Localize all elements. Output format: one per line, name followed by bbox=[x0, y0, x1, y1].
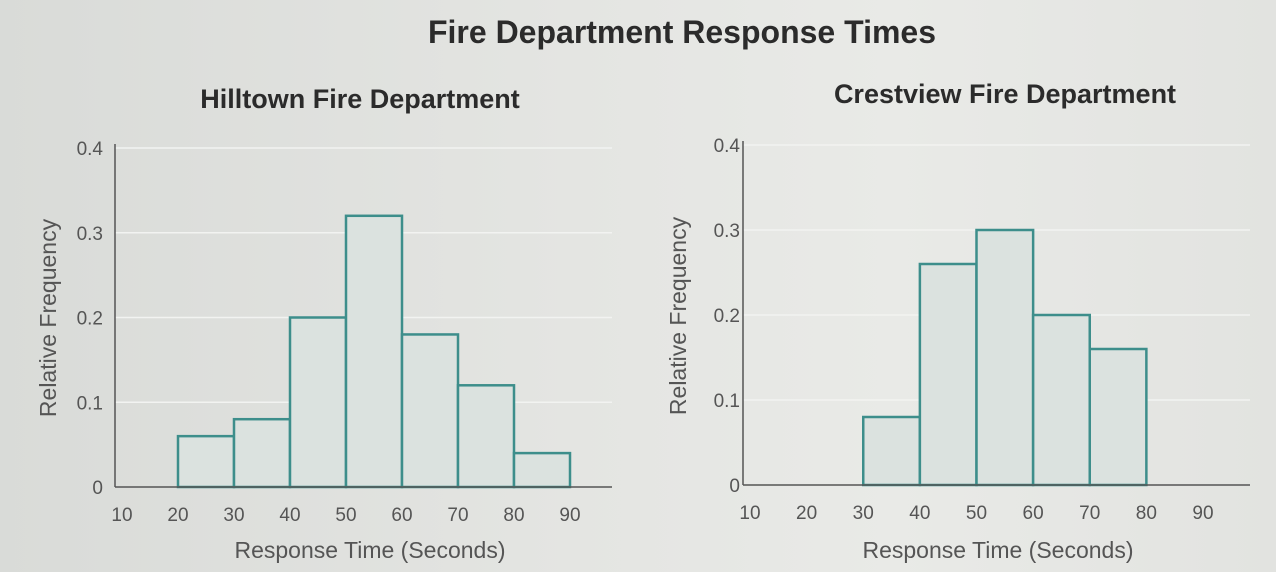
crestview-y-axis-label: Relative Frequency bbox=[665, 216, 691, 415]
hilltown-x-tick-label: 60 bbox=[391, 505, 412, 526]
hilltown-x-tick-label: 80 bbox=[503, 505, 524, 526]
hilltown-x-tick-label: 70 bbox=[447, 505, 468, 526]
crestview-y-tick-label: 0.4 bbox=[714, 136, 741, 157]
hilltown-y-tick-label: 0.2 bbox=[77, 309, 103, 330]
hilltown-x-tick-label: 30 bbox=[223, 505, 244, 526]
crestview-bar-40-50 bbox=[918, 262, 978, 487]
hilltown-bar-70-80 bbox=[456, 384, 516, 489]
crestview-x-tick-label: 30 bbox=[853, 503, 874, 524]
crestview-x-tick-label: 20 bbox=[796, 503, 817, 524]
crestview-x-tick-label: 10 bbox=[739, 503, 760, 524]
crestview-x-tick-label: 60 bbox=[1023, 503, 1044, 524]
hilltown-bar-30-40 bbox=[232, 417, 292, 489]
hilltown-x-tick-label: 40 bbox=[279, 505, 300, 526]
hilltown-y-axis-label: Relative Frequency bbox=[35, 218, 61, 417]
crestview-bar-50-60 bbox=[975, 228, 1035, 487]
hilltown-x-tick-label: 50 bbox=[335, 505, 356, 526]
crestview-y-tick-label: 0 bbox=[729, 476, 740, 497]
hilltown-x-axis-label: Response Time (Seconds) bbox=[234, 537, 505, 563]
main-title: Fire Department Response Times bbox=[427, 14, 936, 50]
hilltown-chart-title: Hilltown Fire Department bbox=[200, 84, 520, 114]
hilltown-y-tick-label: 0.4 bbox=[77, 139, 104, 160]
crestview-bar-70-80 bbox=[1088, 347, 1148, 487]
crestview-x-tick-label: 80 bbox=[1136, 503, 1157, 524]
crestview-x-tick-label: 40 bbox=[909, 503, 930, 524]
crestview-x-tick-label: 50 bbox=[966, 503, 987, 524]
hilltown-x-tick-label: 20 bbox=[167, 505, 188, 526]
crestview-x-tick-label: 90 bbox=[1192, 503, 1213, 524]
hilltown-x-tick-label: 90 bbox=[559, 505, 580, 526]
crestview-bar-60-70 bbox=[1031, 313, 1091, 487]
crestview-chart-title: Crestview Fire Department bbox=[834, 79, 1176, 109]
hilltown-y-tick-label: 0 bbox=[92, 478, 103, 499]
crestview-x-tick-label: 70 bbox=[1079, 503, 1100, 524]
hilltown-bar-40-50 bbox=[288, 316, 348, 489]
crestview-bar-30-40 bbox=[862, 415, 922, 487]
hilltown-bar-60-70 bbox=[400, 333, 460, 489]
crestview-y-tick-label: 0.1 bbox=[714, 391, 740, 412]
hilltown-y-tick-label: 0.1 bbox=[77, 393, 103, 414]
crestview-y-tick-label: 0.2 bbox=[714, 306, 740, 327]
crestview-y-tick-label: 0.3 bbox=[714, 221, 740, 242]
crestview-x-axis-label: Response Time (Seconds) bbox=[862, 537, 1133, 563]
hilltown-y-tick-label: 0.3 bbox=[77, 224, 103, 245]
hilltown-x-tick-label: 10 bbox=[111, 505, 132, 526]
